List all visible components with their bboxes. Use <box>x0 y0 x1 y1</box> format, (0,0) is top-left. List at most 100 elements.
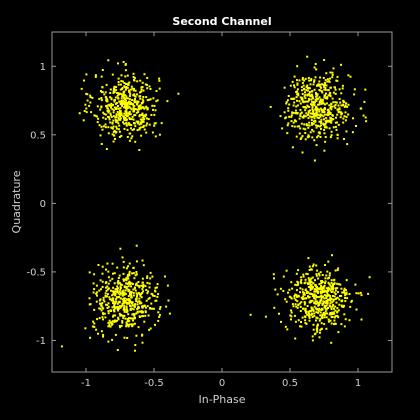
data-point <box>116 308 119 310</box>
data-point <box>117 316 120 319</box>
data-point <box>108 296 111 299</box>
data-point <box>142 89 145 92</box>
data-point <box>344 294 347 297</box>
data-point <box>136 295 138 298</box>
data-point <box>301 96 304 99</box>
data-point <box>299 102 302 105</box>
data-point <box>125 124 128 127</box>
data-point <box>130 285 133 288</box>
data-point <box>123 122 126 125</box>
data-point <box>296 300 299 303</box>
x-tick-label: -0.5 <box>144 378 164 389</box>
data-point <box>112 272 114 275</box>
data-point <box>324 140 327 143</box>
data-point <box>111 320 114 323</box>
scatter-points <box>60 55 371 352</box>
data-point <box>132 292 135 294</box>
data-point <box>306 136 309 139</box>
data-point <box>93 288 96 291</box>
data-point <box>142 120 145 123</box>
data-point <box>110 106 112 109</box>
data-point <box>119 305 121 308</box>
data-point <box>115 298 118 301</box>
data-point <box>123 127 126 130</box>
data-point <box>137 326 140 329</box>
data-point <box>154 289 156 292</box>
data-point <box>154 323 156 326</box>
data-point <box>298 79 301 82</box>
data-point <box>129 88 132 91</box>
data-point <box>123 306 126 309</box>
data-point <box>136 284 139 287</box>
data-point <box>308 124 311 127</box>
data-point <box>308 135 311 138</box>
data-point <box>117 305 120 308</box>
data-point <box>306 84 309 87</box>
data-point <box>360 318 363 321</box>
data-point <box>135 297 138 300</box>
data-point <box>291 303 294 306</box>
data-point <box>132 110 135 113</box>
data-point <box>319 107 322 110</box>
data-point <box>313 290 316 293</box>
data-point <box>302 295 305 298</box>
data-point <box>342 117 345 120</box>
data-point <box>128 116 131 119</box>
data-point <box>323 118 325 121</box>
data-point <box>320 121 322 124</box>
data-point <box>132 317 135 320</box>
data-point <box>298 117 301 120</box>
data-point <box>337 267 340 270</box>
data-point <box>310 285 313 288</box>
data-point <box>141 114 143 116</box>
data-point <box>95 292 98 295</box>
data-point <box>311 128 314 131</box>
data-point <box>147 118 150 121</box>
data-point <box>119 326 122 329</box>
data-point <box>105 303 107 306</box>
data-point <box>128 89 130 92</box>
data-point <box>330 105 332 108</box>
data-point <box>307 314 310 317</box>
data-point <box>312 293 315 296</box>
data-point <box>148 123 151 126</box>
data-point <box>125 298 128 301</box>
data-point <box>138 123 141 126</box>
data-point <box>290 120 293 123</box>
data-point <box>311 295 314 298</box>
data-point <box>116 111 119 113</box>
data-point <box>95 115 98 118</box>
data-point <box>123 336 126 339</box>
data-point <box>323 96 326 99</box>
data-point <box>93 322 96 325</box>
data-point <box>124 114 127 117</box>
data-point <box>312 122 315 125</box>
data-point <box>129 102 132 104</box>
data-point <box>121 293 124 296</box>
data-point <box>122 279 125 282</box>
data-point <box>338 111 341 114</box>
data-point <box>134 303 137 306</box>
data-point <box>93 273 96 276</box>
data-point <box>130 293 133 296</box>
data-point <box>313 139 316 142</box>
data-point <box>106 107 109 110</box>
data-point <box>326 288 329 291</box>
data-point <box>103 93 106 96</box>
data-point <box>96 105 99 108</box>
data-point <box>306 124 309 127</box>
data-point <box>125 99 127 102</box>
data-point <box>304 97 307 100</box>
data-point <box>307 110 310 113</box>
data-point <box>316 300 319 303</box>
data-point <box>133 99 136 102</box>
data-point <box>286 328 289 331</box>
data-point <box>107 116 110 119</box>
data-point <box>100 75 103 78</box>
data-point <box>316 114 319 117</box>
data-point <box>315 112 317 115</box>
data-point <box>121 320 124 323</box>
data-point <box>325 294 328 297</box>
data-point <box>116 305 119 308</box>
data-point <box>318 132 321 135</box>
